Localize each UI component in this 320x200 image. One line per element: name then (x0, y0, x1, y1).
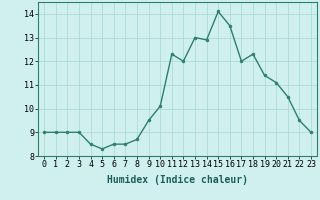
X-axis label: Humidex (Indice chaleur): Humidex (Indice chaleur) (107, 175, 248, 185)
